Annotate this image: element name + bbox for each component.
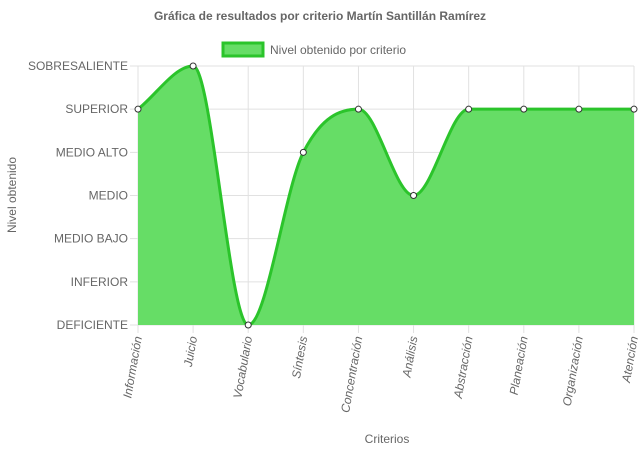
legend-label: Nivel obtenido por criterio <box>270 43 406 57</box>
data-point <box>354 105 362 113</box>
y-tick-label: MEDIO BAJO <box>54 232 128 246</box>
x-tick-label: Planeación <box>507 335 531 396</box>
y-tick-label: INFERIOR <box>71 275 129 289</box>
y-axis-ticks: DEFICIENTE INFERIOR MEDIO BAJO MEDIO MEDIO A… <box>28 59 128 332</box>
y-tick-label: SOBRESALIENTE <box>28 59 128 73</box>
x-tick-label: Análisis <box>399 335 420 379</box>
x-tick-label: Vocabulario <box>230 335 255 400</box>
y-tick-label: DEFICIENTE <box>57 318 128 332</box>
x-tick-label: Organización <box>560 335 586 407</box>
x-tick-label: Abstracción <box>451 335 476 400</box>
legend-swatch <box>221 41 265 58</box>
chart-title: Gráfica de resultados por criterio Martí… <box>154 9 486 23</box>
x-tick-label: Información <box>120 335 145 399</box>
data-point <box>520 105 528 113</box>
data-point <box>410 192 418 199</box>
data-point <box>575 105 583 113</box>
data-point <box>630 105 638 113</box>
y-tick-label: SUPERIOR <box>65 102 128 116</box>
x-tick-label: Concentración <box>338 335 365 414</box>
x-axis-ticks: Información Juicio Vocabulario Síntesis Conc… <box>120 335 639 414</box>
data-point <box>299 148 307 156</box>
series-area-fill <box>138 66 634 325</box>
y-tick-label: MEDIO <box>89 189 128 203</box>
series-area <box>137 64 634 327</box>
x-tick-label: Juicio <box>181 335 200 369</box>
x-axis-title: Criterios <box>365 432 410 446</box>
y-tick-label: MEDIO ALTO <box>56 145 128 159</box>
legend[interactable]: Nivel obtenido por criterio <box>221 41 406 58</box>
x-tick-label: Atención <box>619 335 639 385</box>
data-point <box>134 105 142 113</box>
data-points <box>134 62 638 329</box>
y-axis-title: Nivel obtenido <box>5 157 19 233</box>
x-tick-label: Síntesis <box>289 335 310 379</box>
data-point <box>189 62 197 70</box>
data-point <box>244 321 252 329</box>
data-point <box>465 105 473 113</box>
